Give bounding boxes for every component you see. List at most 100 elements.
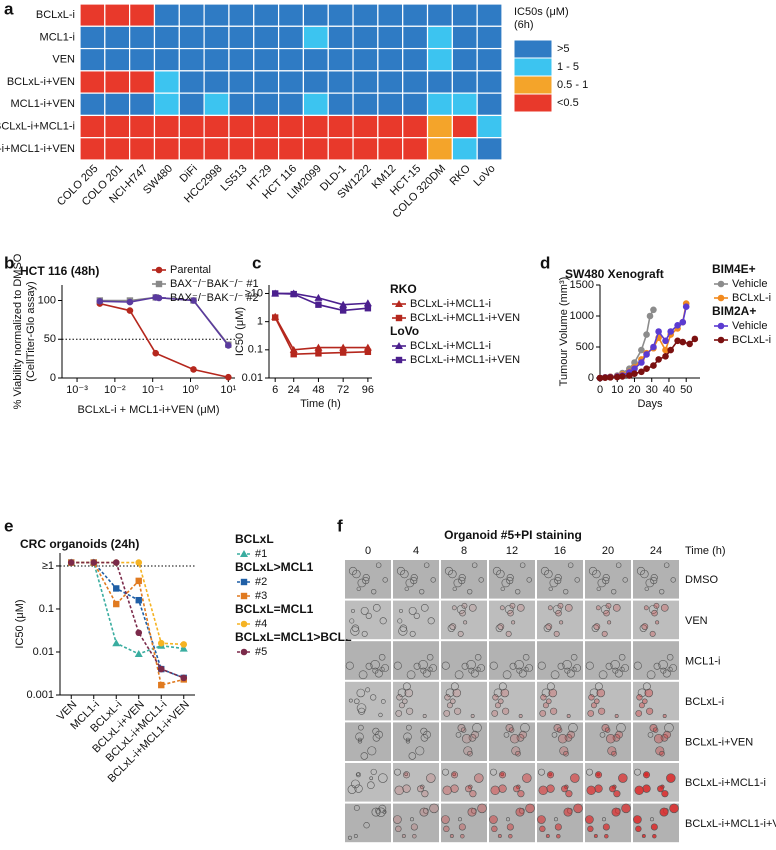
organoid — [606, 734, 616, 744]
time-label: 20 — [602, 545, 614, 557]
organoid — [634, 768, 641, 776]
organoid — [472, 722, 482, 733]
organoid — [564, 733, 573, 742]
organoid — [643, 605, 649, 611]
organoid — [395, 710, 403, 717]
organoid — [427, 617, 435, 625]
legend-swatch — [513, 39, 553, 59]
heatmap-cell — [426, 70, 453, 94]
organoid — [397, 618, 403, 624]
heatmap-cell — [277, 92, 305, 117]
organoid — [410, 576, 418, 585]
marker — [240, 578, 248, 586]
heatmap-cell — [377, 137, 404, 161]
organoid — [573, 664, 581, 672]
organoid — [502, 670, 512, 680]
heatmap-cell — [377, 3, 404, 27]
heatmap-cell — [203, 137, 230, 161]
heatmap-cell — [129, 47, 156, 72]
row-label: VEN — [52, 54, 75, 66]
legend-label: #4 — [255, 618, 267, 630]
organoid — [511, 620, 516, 625]
heatmap-cell — [79, 114, 106, 139]
organoid — [598, 670, 608, 680]
organoid — [470, 669, 479, 678]
y-tick-label: 0 — [588, 372, 594, 384]
x-axis-label: Days — [637, 398, 663, 410]
organoid — [345, 661, 354, 670]
heatmap-cell — [402, 137, 429, 161]
heatmap-cell — [402, 25, 429, 50]
organoid — [378, 773, 388, 783]
micrograph — [393, 600, 439, 640]
organoid — [604, 727, 611, 733]
heatmap-cell — [476, 137, 503, 161]
micrograph — [537, 722, 583, 761]
micrograph — [393, 722, 439, 761]
legend-label: Vehicle — [732, 320, 767, 332]
organoid — [612, 733, 621, 742]
condition-label: DMSO — [685, 574, 718, 586]
organoid — [454, 670, 464, 680]
organoid — [611, 750, 617, 757]
condition-label: MCL1-i — [685, 655, 720, 667]
y-tick-label: 0.001 — [26, 689, 54, 701]
x-tick-label: 10¹ — [220, 384, 236, 396]
marker — [126, 307, 134, 314]
organoid — [358, 670, 368, 680]
organoid — [452, 772, 456, 777]
organoid — [356, 688, 366, 698]
marker — [638, 346, 645, 354]
marker — [113, 600, 120, 608]
organoid — [356, 703, 367, 713]
organoid — [545, 834, 550, 838]
organoid — [657, 785, 664, 793]
legend-label: Vehicle — [732, 278, 767, 290]
organoid — [443, 825, 450, 833]
organoid — [586, 768, 593, 776]
heatmap-cell — [79, 25, 106, 50]
organoid — [372, 667, 379, 674]
organoid — [612, 667, 619, 674]
heatmap-cell — [352, 47, 379, 72]
organoid — [642, 682, 651, 691]
heatmap-cell — [327, 3, 354, 27]
organoid — [540, 694, 547, 701]
marker — [339, 343, 348, 351]
organoid — [649, 630, 656, 637]
organoid — [458, 574, 466, 582]
organoid — [504, 604, 514, 614]
organoid — [400, 569, 409, 579]
heatmap-cell — [377, 70, 404, 94]
organoid — [573, 803, 583, 814]
heatmap-cell — [228, 114, 255, 139]
chart-title: HCT 116 (48h) — [20, 264, 99, 278]
organoid — [658, 659, 668, 670]
organoid — [372, 604, 381, 612]
organoid — [491, 710, 499, 717]
organoid — [398, 702, 405, 709]
organoid — [602, 823, 610, 831]
heatmap-cell — [203, 3, 230, 27]
marker — [90, 559, 98, 566]
heatmap-cell — [253, 25, 280, 50]
organoid — [489, 661, 498, 670]
organoid — [460, 833, 465, 839]
organoid — [564, 604, 573, 612]
marker — [650, 362, 657, 369]
organoid — [471, 562, 478, 568]
series-line — [71, 561, 184, 687]
y-tick-label: 1000 — [570, 310, 594, 322]
marker — [395, 314, 403, 322]
organoid — [553, 630, 560, 637]
organoid — [638, 702, 645, 709]
organoid — [405, 737, 410, 742]
chart-title: SW480 Xenograft — [565, 267, 664, 281]
heatmap-cell — [153, 47, 180, 72]
heatmap-cell — [228, 137, 255, 161]
heatmap-cell — [104, 92, 131, 117]
organoid — [639, 624, 648, 632]
heatmap-cell — [377, 92, 404, 117]
organoid — [429, 664, 437, 672]
organoid — [452, 688, 462, 698]
